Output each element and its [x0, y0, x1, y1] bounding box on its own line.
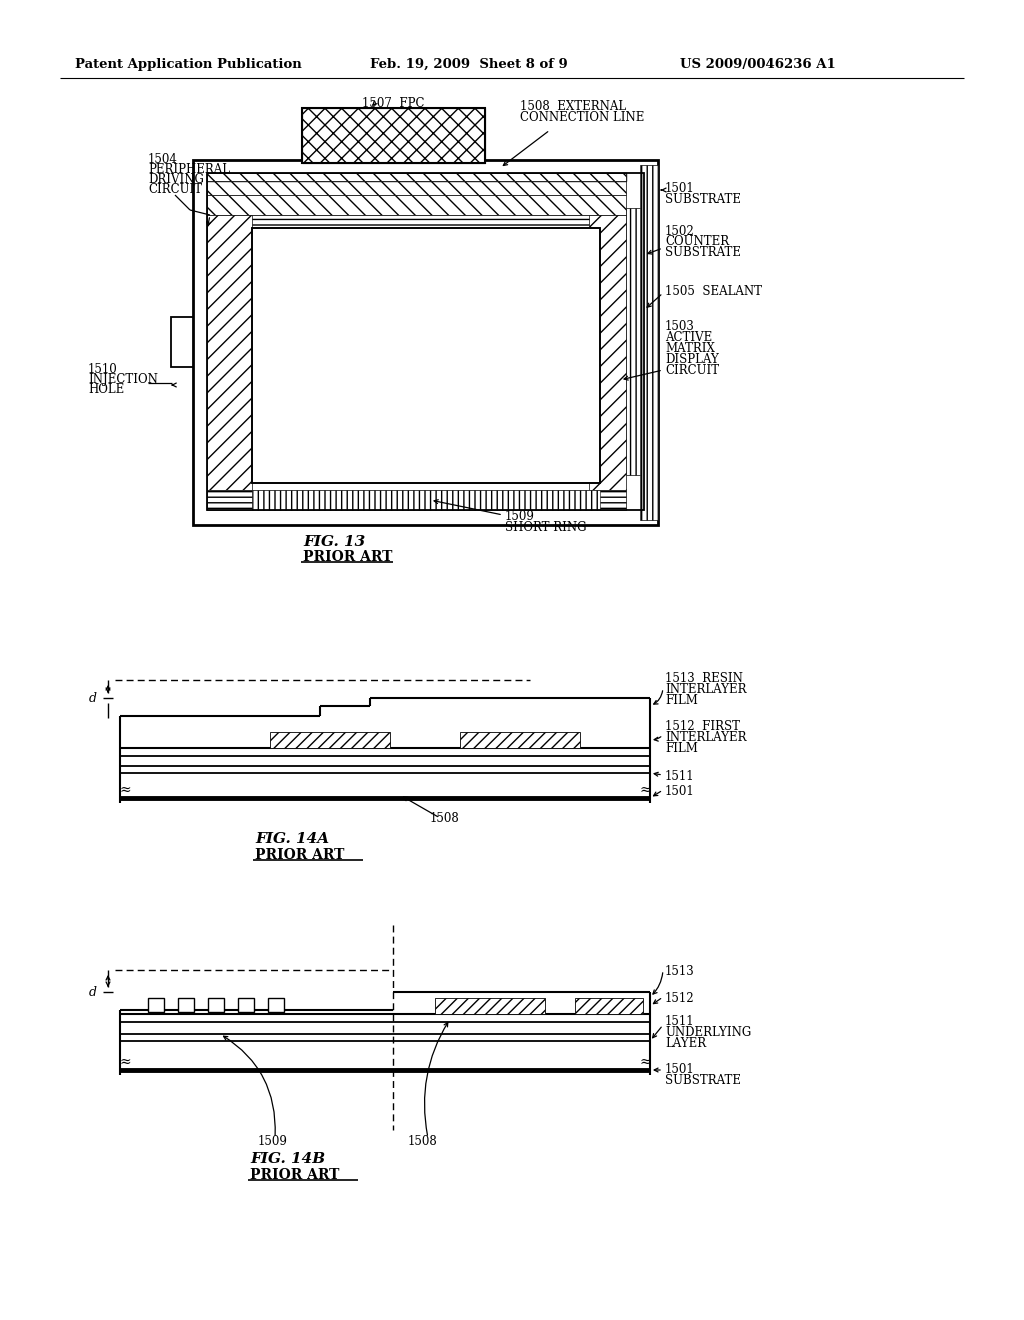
Text: d: d [89, 692, 97, 705]
Text: HOLE: HOLE [88, 383, 124, 396]
Text: DRIVING: DRIVING [148, 173, 204, 186]
Text: 1503: 1503 [665, 319, 695, 333]
Text: INJECTION: INJECTION [88, 374, 158, 385]
Text: INTERLAYER: INTERLAYER [665, 682, 746, 696]
Bar [302, 108, 485, 162]
Text: FIG. 14B: FIG. 14B [250, 1152, 326, 1166]
Bar [207, 173, 626, 195]
Bar [252, 228, 600, 483]
Text: COUNTER: COUNTER [665, 235, 729, 248]
Text: CIRCUIT: CIRCUIT [665, 364, 719, 378]
Text: ≈: ≈ [639, 783, 651, 797]
Text: PRIOR ART: PRIOR ART [250, 1168, 339, 1181]
Bar [238, 998, 254, 1012]
Text: 1511: 1511 [665, 770, 694, 783]
Bar [252, 228, 600, 483]
Text: PERIPHERAL: PERIPHERAL [148, 162, 230, 176]
Bar [589, 215, 626, 490]
Text: 1508: 1508 [408, 1135, 437, 1148]
Text: Feb. 19, 2009  Sheet 8 of 9: Feb. 19, 2009 Sheet 8 of 9 [370, 58, 567, 71]
Text: CIRCUIT: CIRCUIT [148, 183, 202, 195]
Text: 1505  SEALANT: 1505 SEALANT [665, 285, 762, 298]
Text: 1510: 1510 [88, 363, 118, 376]
Bar [268, 998, 284, 1012]
Bar [252, 490, 600, 510]
Text: 1512: 1512 [665, 993, 694, 1005]
Bar [208, 998, 224, 1012]
Bar [207, 173, 644, 510]
Bar [207, 173, 626, 181]
Text: LAYER: LAYER [665, 1038, 707, 1049]
Text: ≈: ≈ [119, 1055, 131, 1069]
Bar [207, 173, 626, 181]
Text: FILM: FILM [665, 742, 698, 755]
Text: 1509: 1509 [505, 510, 535, 523]
Text: 1501: 1501 [665, 1063, 694, 1076]
Text: PRIOR ART: PRIOR ART [303, 550, 392, 564]
Bar [193, 160, 658, 525]
Bar [575, 998, 643, 1014]
Text: 1507  FPC: 1507 FPC [362, 96, 425, 110]
Text: 1508  EXTERNAL: 1508 EXTERNAL [520, 100, 626, 114]
Text: 1502: 1502 [665, 224, 694, 238]
Text: 1508: 1508 [430, 812, 460, 825]
Text: FIG. 13: FIG. 13 [303, 535, 366, 549]
Text: 1513: 1513 [665, 965, 694, 978]
Text: 1504: 1504 [148, 153, 178, 166]
Bar [270, 733, 390, 748]
Text: SHORT RING: SHORT RING [505, 521, 587, 535]
Bar [207, 195, 626, 215]
Text: MATRIX: MATRIX [665, 342, 715, 355]
Bar [207, 490, 626, 510]
Text: DISPLAY: DISPLAY [665, 352, 719, 366]
Text: 1511: 1511 [665, 1015, 694, 1028]
Text: CONNECTION LINE: CONNECTION LINE [520, 111, 644, 124]
Text: SUBSTRATE: SUBSTRATE [665, 193, 741, 206]
Text: ACTIVE: ACTIVE [665, 331, 713, 345]
Bar [178, 998, 194, 1012]
Text: FILM: FILM [665, 694, 698, 708]
Bar [435, 998, 545, 1014]
Text: SUBSTRATE: SUBSTRATE [665, 246, 741, 259]
Text: 1501: 1501 [665, 182, 694, 195]
Bar [207, 215, 626, 238]
Text: INTERLAYER: INTERLAYER [665, 731, 746, 744]
Bar [626, 209, 644, 475]
Bar [207, 215, 252, 490]
Bar [302, 108, 485, 162]
Text: US 2009/0046236 A1: US 2009/0046236 A1 [680, 58, 836, 71]
Text: 1512  FIRST: 1512 FIRST [665, 719, 740, 733]
Bar [640, 165, 658, 520]
Text: d: d [89, 986, 97, 998]
Text: 1501: 1501 [665, 785, 694, 799]
Text: SUBSTRATE: SUBSTRATE [665, 1074, 741, 1086]
Bar [171, 317, 193, 367]
Text: UNDERLYING: UNDERLYING [665, 1026, 752, 1039]
Text: FIG. 14A: FIG. 14A [255, 832, 329, 846]
Text: PRIOR ART: PRIOR ART [255, 847, 344, 862]
Bar [460, 733, 580, 748]
Text: Patent Application Publication: Patent Application Publication [75, 58, 302, 71]
Text: 1513  RESIN: 1513 RESIN [665, 672, 742, 685]
Text: 1509: 1509 [258, 1135, 288, 1148]
Text: ≈: ≈ [119, 783, 131, 797]
Text: ≈: ≈ [639, 1055, 651, 1069]
Bar [148, 998, 164, 1012]
